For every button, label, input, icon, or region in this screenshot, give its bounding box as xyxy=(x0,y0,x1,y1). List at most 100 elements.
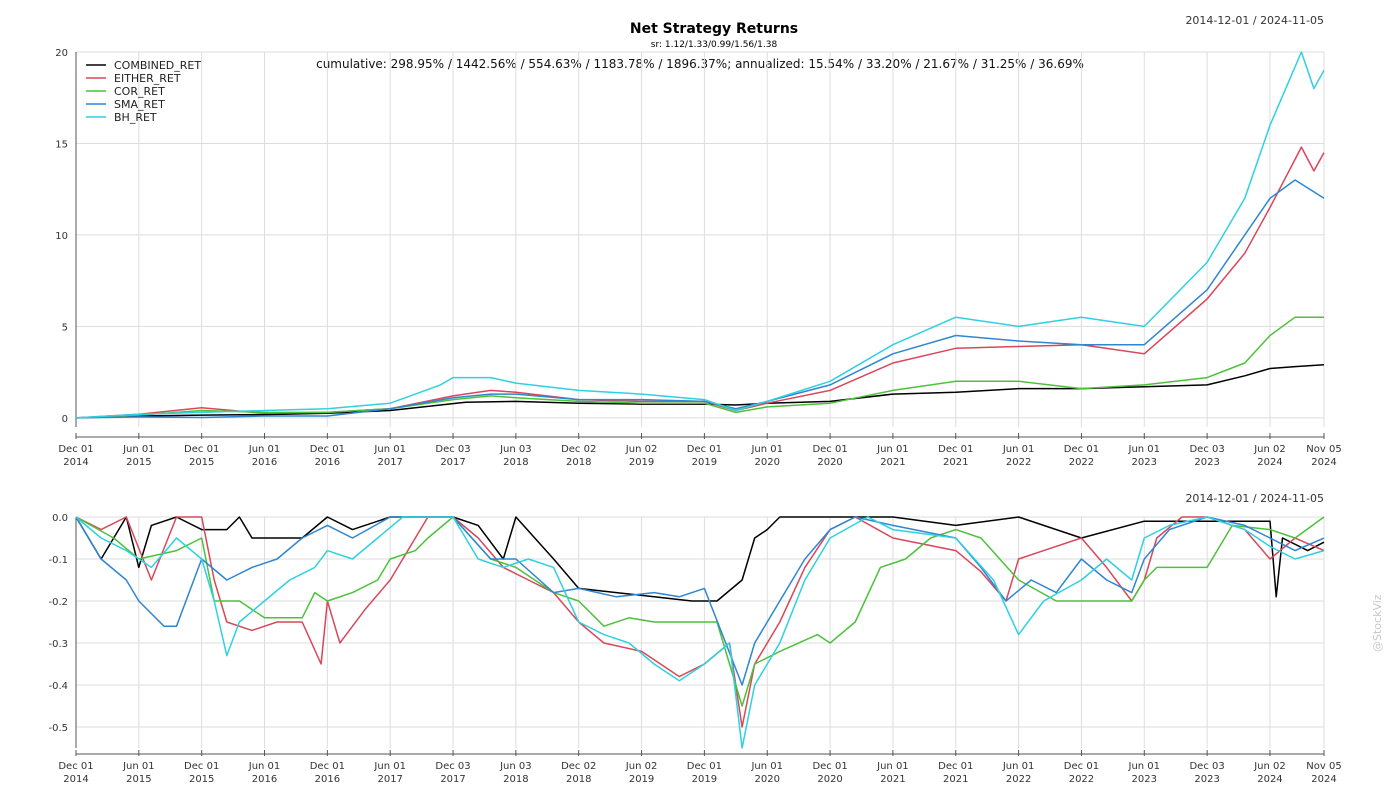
top-x-tick-label: Jun 01 xyxy=(122,444,155,455)
top-x-tick-year: 2024 xyxy=(1257,457,1282,468)
top-x-tick-year: 2022 xyxy=(1006,457,1031,468)
top-x-tick-year: 2019 xyxy=(692,457,717,468)
dd-x-tick-year: 2019 xyxy=(629,774,654,785)
dd-x-tick-label: Dec 01 xyxy=(310,761,345,772)
top-series-combined-ret xyxy=(75,364,1325,419)
top-series-bh-ret xyxy=(75,51,1325,419)
legend-entry-combined-ret: COMBINED_RET xyxy=(114,59,201,72)
dd-x-tick-year: 2019 xyxy=(692,774,717,785)
top-x-tick-label: Dec 01 xyxy=(687,444,722,455)
top-x-tick-label: Dec 01 xyxy=(184,444,219,455)
top-x-tick-label: Dec 01 xyxy=(938,444,973,455)
cumulative-returns-panel: 0 5 10 15 20 Dec 01 2014 Jun 01 2015 Dec 01 2015 Ju… xyxy=(55,48,1341,468)
dd-x-tick-label: Jun 02 xyxy=(625,761,658,772)
top-x-tick-year: 2017 xyxy=(377,457,402,468)
dd-x-tick-label: Dec 01 xyxy=(812,761,847,772)
dd-x-tick-year: 2020 xyxy=(817,774,842,785)
top-x-tick-year: 2024 xyxy=(1311,457,1336,468)
top-x-tick-label: Jun 02 xyxy=(1253,444,1286,455)
dd-x-tick-year: 2024 xyxy=(1311,774,1336,785)
dd-x-tick-label: Dec 03 xyxy=(1189,761,1224,772)
dd-x-tick-year: 2016 xyxy=(315,774,340,785)
top-series-either-ret xyxy=(75,146,1325,419)
legend-entry-bh-ret: BH_RET xyxy=(114,111,157,124)
dd-x-tick-year: 2021 xyxy=(943,774,968,785)
dd-x-tick-year: 2015 xyxy=(126,774,151,785)
dd-x-tick-label: Dec 03 xyxy=(435,761,470,772)
dd-y-tick-label: -0.4 xyxy=(48,681,68,692)
chart-title: Net Strategy Returns xyxy=(630,21,798,37)
dd-x-tick-label: Jun 01 xyxy=(248,761,281,772)
dd-x-tick-year: 2022 xyxy=(1069,774,1094,785)
dd-x-tick-year: 2021 xyxy=(880,774,905,785)
dd-series-cor-ret xyxy=(75,516,1325,707)
dd-series-combined-ret xyxy=(75,516,1325,602)
top-x-tick-label: Nov 05 xyxy=(1306,444,1341,455)
top-x-tick-year: 2022 xyxy=(1069,457,1094,468)
top-y-tick-label: 15 xyxy=(55,139,68,150)
top-x-tick-label: Dec 03 xyxy=(1189,444,1224,455)
top-x-tick-label: Jun 01 xyxy=(750,444,783,455)
dd-y-tick-label: -0.3 xyxy=(48,639,68,650)
top-x-tick-label: Jun 01 xyxy=(373,444,406,455)
top-x-tick-year: 2023 xyxy=(1132,457,1157,468)
top-x-tick-label: Dec 03 xyxy=(435,444,470,455)
legend-entry-cor-ret: COR_RET xyxy=(114,85,165,98)
dd-x-tick-year: 2020 xyxy=(755,774,780,785)
dd-x-tick-label: Jun 01 xyxy=(122,761,155,772)
dd-x-tick-year: 2017 xyxy=(440,774,465,785)
dd-x-tick-label: Dec 02 xyxy=(561,761,596,772)
top-series-cor-ret xyxy=(75,316,1324,419)
dd-x-tick-label: Dec 01 xyxy=(184,761,219,772)
top-x-tick-label: Jun 01 xyxy=(248,444,281,455)
dd-x-tick-label: Jun 01 xyxy=(1128,761,1161,772)
dd-x-tick-label: Nov 05 xyxy=(1306,761,1341,772)
dd-x-tick-year: 2016 xyxy=(252,774,277,785)
dd-x-tick-year: 2014 xyxy=(63,774,88,785)
dd-x-tick-year: 2023 xyxy=(1194,774,1219,785)
top-x-tick-year: 2017 xyxy=(440,457,465,468)
top-date-range: 2014-12-01 / 2024-11-05 xyxy=(1185,14,1324,27)
top-x-tick-year: 2021 xyxy=(880,457,905,468)
top-x-tick-label: Dec 02 xyxy=(561,444,596,455)
bottom-date-range: 2014-12-01 / 2024-11-05 xyxy=(1185,492,1324,505)
top-series-sma-ret xyxy=(75,179,1325,419)
watermark: @StockViz xyxy=(1371,594,1384,652)
top-x-tick-label: Dec 01 xyxy=(310,444,345,455)
dd-y-tick-label: -0.1 xyxy=(48,555,68,566)
drawdown-panel: 0.0 -0.1 -0.2 -0.3 -0.4 -0.5 Dec 01 2014 Jun 01 2… xyxy=(48,513,1341,785)
dd-x-tick-label: Dec 01 xyxy=(58,761,93,772)
dd-x-tick-label: Jun 01 xyxy=(373,761,406,772)
top-x-tick-year: 2016 xyxy=(315,457,340,468)
dd-x-tick-year: 2017 xyxy=(377,774,402,785)
top-x-tick-label: Jun 01 xyxy=(876,444,909,455)
top-x-tick-label: Jun 01 xyxy=(1128,444,1161,455)
dd-x-tick-year: 2018 xyxy=(566,774,591,785)
dd-x-tick-label: Jun 02 xyxy=(1253,761,1286,772)
dd-x-tick-year: 2023 xyxy=(1132,774,1157,785)
top-x-tick-label: Jun 03 xyxy=(499,444,532,455)
dd-series-bh-ret xyxy=(75,516,1325,749)
top-x-tick-label: Jun 01 xyxy=(1002,444,1035,455)
top-x-tick-year: 2020 xyxy=(755,457,780,468)
dd-x-tick-year: 2015 xyxy=(189,774,214,785)
chart-subtitle: sr: 1.12/1.33/0.99/1.56/1.38 xyxy=(651,40,778,50)
dd-x-tick-year: 2024 xyxy=(1257,774,1282,785)
dd-x-tick-label: Jun 03 xyxy=(499,761,532,772)
dd-x-tick-year: 2018 xyxy=(503,774,528,785)
dd-series-sma-ret xyxy=(75,516,1325,686)
top-x-tick-year: 2021 xyxy=(943,457,968,468)
dd-series-either-ret xyxy=(75,516,1325,728)
top-y-tick-label: 5 xyxy=(62,322,68,333)
top-x-tick-label: Dec 01 xyxy=(812,444,847,455)
dd-x-tick-label: Dec 01 xyxy=(938,761,973,772)
top-y-tick-label: 10 xyxy=(55,231,68,242)
dd-x-tick-label: Jun 01 xyxy=(1002,761,1035,772)
top-y-tick-label: 0 xyxy=(62,414,68,425)
top-x-tick-year: 2016 xyxy=(252,457,277,468)
top-x-tick-year: 2015 xyxy=(189,457,214,468)
dd-x-tick-label: Jun 01 xyxy=(876,761,909,772)
top-x-tick-year: 2020 xyxy=(817,457,842,468)
top-x-tick-year: 2015 xyxy=(126,457,151,468)
